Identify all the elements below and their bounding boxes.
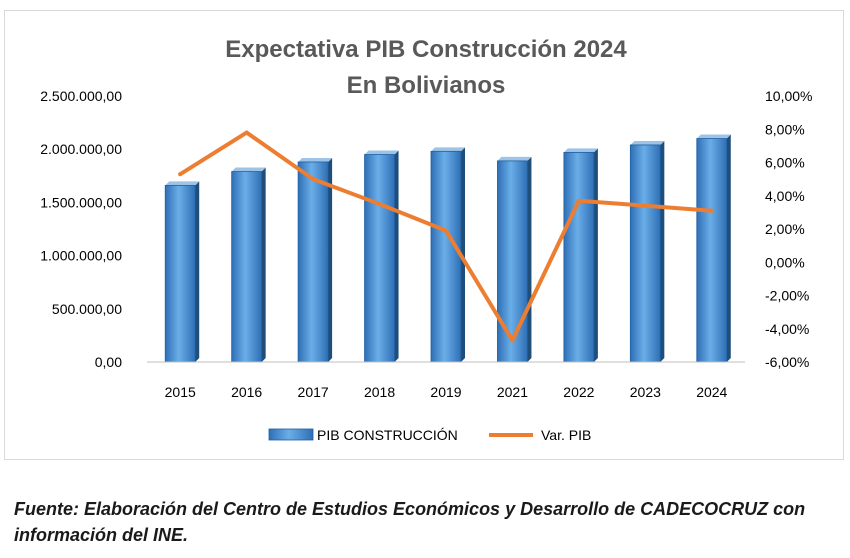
bar: [629, 144, 661, 363]
x-tick-label: 2019: [430, 384, 461, 400]
bar-top: [231, 167, 266, 172]
y-right-tick-label: 6,00%: [765, 155, 805, 171]
var-pib-point: [643, 203, 648, 208]
y-left-tick-label: 1.000.000,00: [40, 248, 122, 264]
bar: [563, 151, 595, 363]
bar: [231, 171, 263, 363]
bar-series: [164, 134, 731, 363]
x-tick-label: 2018: [364, 384, 395, 400]
bar-top: [298, 157, 333, 162]
x-tick-label: 2016: [231, 384, 262, 400]
bar-top: [563, 148, 598, 153]
x-tick-label: 2015: [165, 384, 196, 400]
bar-side: [726, 134, 731, 362]
chart-svg: Expectativa PIB Construcción 2024 En Bol…: [40, 36, 812, 443]
var-pib-point: [576, 198, 581, 203]
y-right-tick-label: 0,00%: [765, 254, 805, 270]
y-right-tick-label: -6,00%: [765, 354, 809, 370]
var-pib-point: [444, 228, 448, 233]
bar: [164, 184, 196, 363]
bar-side: [394, 150, 399, 362]
y-right-tick-label: 10,00%: [765, 88, 812, 104]
y-right-tick-label: -4,00%: [765, 321, 809, 337]
y-left-tick-label: 2.000.000,00: [40, 141, 122, 157]
bar-top: [165, 181, 200, 186]
x-tick-label: 2023: [630, 384, 661, 400]
x-axis: 2015 2016 2017 2018 2019 2021 2022 2023 2024: [165, 384, 728, 400]
x-tick-label: 2024: [696, 384, 727, 400]
y-right-tick-label: -2,00%: [765, 288, 809, 304]
x-tick-label: 2021: [497, 384, 528, 400]
bar-top: [364, 150, 399, 155]
bar-top: [630, 140, 665, 145]
bar: [430, 150, 462, 363]
var-pib-point: [244, 130, 249, 135]
y-left-tick-label: 500.000,00: [52, 301, 122, 317]
left-axis: 0,00 500.000,00 1.000.000,00 1.500.000,00 2.…: [40, 88, 122, 370]
chart-title-line1: Expectativa PIB Construcción 2024: [225, 36, 627, 63]
bar: [696, 138, 728, 363]
line-series: [178, 130, 714, 343]
legend-line-label: Var. PIB: [541, 427, 591, 443]
y-right-tick-label: 8,00%: [765, 121, 805, 137]
bar: [297, 161, 329, 363]
var-pib-point: [510, 338, 515, 343]
y-left-tick-label: 2.500.000,00: [40, 88, 122, 104]
bar-side: [195, 181, 200, 362]
bar-side: [261, 167, 266, 362]
var-pib-point: [709, 208, 714, 213]
right-axis: -6,00% -4,00% -2,00% 0,00% 2,00% 4,00% 6,00% 8,…: [765, 88, 812, 370]
var-pib-point: [178, 172, 183, 177]
legend-bar-label: PIB CONSTRUCCIÓN: [317, 427, 458, 443]
var-pib-point: [311, 177, 316, 182]
source-note: Fuente: Elaboración del Centro de Estudi…: [14, 499, 806, 545]
legend: PIB CONSTRUCCIÓN Var. PIB: [268, 427, 591, 443]
chart-title-line2: En Bolivianos: [347, 72, 506, 99]
chart-frame: Expectativa PIB Construcción 2024 En Bol…: [4, 10, 844, 460]
bar: [364, 154, 395, 363]
bar-top: [696, 134, 731, 139]
y-left-tick-label: 1.500.000,00: [40, 194, 122, 210]
legend-bar-swatch: [268, 428, 314, 441]
bar-side: [328, 157, 333, 362]
bar-side: [461, 147, 465, 362]
y-left-tick-label: 0,00: [95, 354, 122, 370]
y-right-tick-label: 4,00%: [765, 188, 805, 204]
bar-side: [660, 140, 665, 362]
x-tick-label: 2022: [563, 384, 594, 400]
bar-top: [497, 156, 532, 161]
y-right-tick-label: 2,00%: [765, 221, 805, 237]
bar-side: [593, 148, 598, 362]
bar-side: [527, 156, 532, 362]
var-pib-point: [377, 202, 382, 207]
bar: [497, 160, 528, 363]
x-tick-label: 2017: [298, 384, 329, 400]
bar-top: [431, 147, 465, 152]
